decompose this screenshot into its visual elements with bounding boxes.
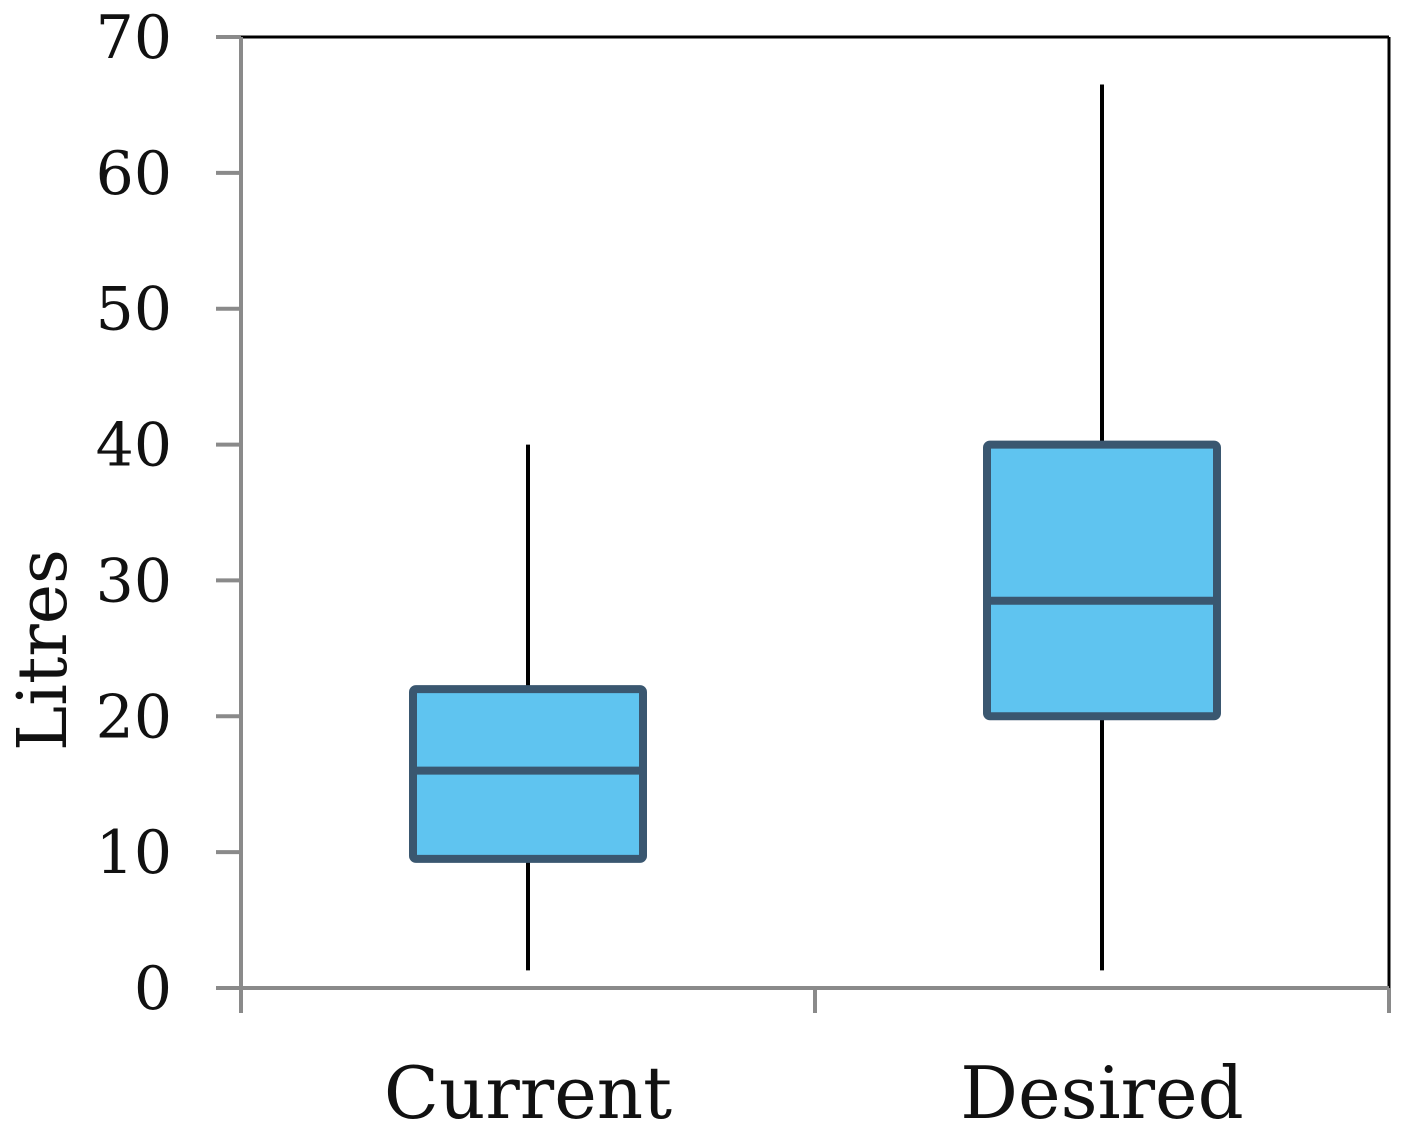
y-tick-label: 60 — [96, 139, 172, 209]
y-tick-label: 0 — [134, 954, 172, 1024]
x-category-label: Desired — [960, 1051, 1243, 1129]
y-tick-label: 70 — [96, 3, 172, 73]
box-desired — [983, 84, 1221, 971]
boxes — [409, 84, 1221, 971]
box-current — [409, 444, 647, 971]
x-axis-ticks: Current Desired — [239, 988, 1391, 1129]
iqr-box — [983, 440, 1221, 721]
plot-frame — [241, 35, 1391, 988]
y-tick-label: 40 — [96, 411, 172, 481]
y-tick-label: 10 — [96, 818, 172, 888]
y-axis-ticks: 0 10 20 30 40 50 60 70 — [96, 3, 241, 1024]
x-category-label: Current — [384, 1051, 672, 1129]
y-tick-label: 20 — [96, 682, 172, 752]
y-tick-label: 50 — [96, 275, 172, 345]
y-axis-title: Litres — [4, 549, 83, 751]
y-tick-label: 30 — [96, 546, 172, 616]
